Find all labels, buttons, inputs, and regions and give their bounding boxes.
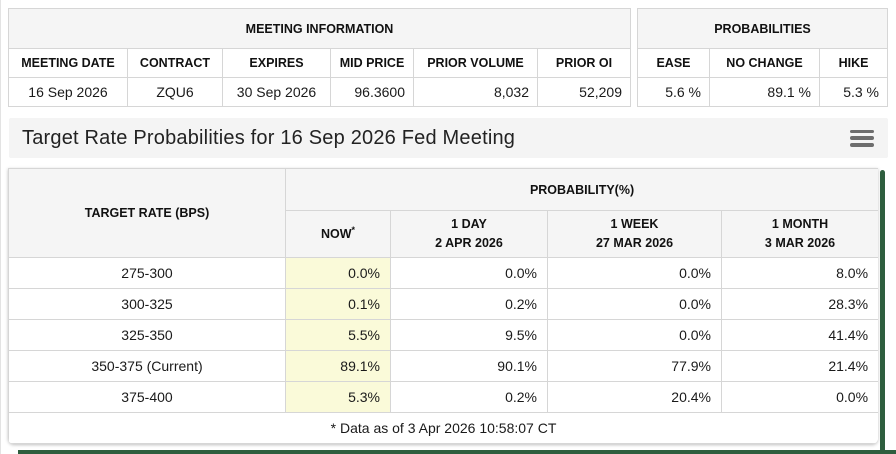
prior-volume-value: 8,032 <box>413 77 538 107</box>
col-header-hike: HIKE <box>819 48 888 78</box>
col-header-contract: CONTRACT <box>127 48 223 78</box>
day-probability: 0.2% <box>390 288 548 320</box>
rate-range: 325-350 <box>8 319 286 351</box>
page-title: Target Rate Probabilities for 16 Sep 202… <box>22 126 516 149</box>
col-header-no-change: NO CHANGE <box>709 48 820 78</box>
prior-oi-value: 52,209 <box>537 77 631 107</box>
table-row: 375-400 5.3% 0.2% 20.4% 0.0% <box>8 381 878 413</box>
hike-value: 5.3 % <box>819 77 888 107</box>
header-1-month: 1 MONTH 3 MAR 2026 <box>720 210 878 258</box>
header-probability-group: PROBABILITY(%) <box>284 168 878 211</box>
col-header-prior-oi: PRIOR OI <box>537 48 631 78</box>
table-row: 275-300 0.0% 0.0% 0.0% 8.0% <box>8 257 878 289</box>
day-probability: 9.5% <box>390 319 548 351</box>
header-target-rate-bps: TARGET RATE (BPS) <box>8 168 286 258</box>
now-probability: 0.1% <box>285 288 391 320</box>
week-probability: 0.0% <box>547 319 722 351</box>
week-probability: 0.0% <box>547 288 722 320</box>
meeting-information-table: MEETING INFORMATION MEETING DATE CONTRAC… <box>8 8 631 107</box>
table-row: 300-325 0.1% 0.2% 0.0% 28.3% <box>8 288 878 320</box>
no-change-value: 89.1 % <box>709 77 820 107</box>
header-now: NOW* <box>285 210 391 258</box>
hamburger-menu-icon[interactable] <box>850 129 874 147</box>
meeting-information-row: 16 Sep 2026 ZQU6 30 Sep 2026 96.3600 8,0… <box>8 77 631 107</box>
target-rate-probability-card: TARGET RATE (BPS) PROBABILITY(%) NOW* 1 … <box>8 168 878 444</box>
week-probability: 77.9% <box>547 350 722 382</box>
contract-value: ZQU6 <box>127 77 223 107</box>
ease-value: 5.6 % <box>637 77 710 107</box>
now-asterisk: * <box>351 225 356 236</box>
header-1-week: 1 WEEK 27 MAR 2026 <box>547 210 722 258</box>
week-probability: 0.0% <box>547 257 722 289</box>
green-accent-right-edge <box>880 170 885 454</box>
now-probability: 0.0% <box>285 257 391 289</box>
probabilities-title: PROBABILITIES <box>637 8 888 49</box>
mid-price-value: 96.3600 <box>330 77 414 107</box>
col-header-prior-volume: PRIOR VOLUME <box>413 48 538 78</box>
viewport-left-edge <box>0 0 1 454</box>
table-row: 325-350 5.5% 9.5% 0.0% 41.4% <box>8 319 878 351</box>
rate-range: 350-375 (Current) <box>8 350 286 382</box>
col-header-expires: EXPIRES <box>222 48 331 78</box>
now-probability: 5.5% <box>285 319 391 351</box>
meeting-date-value: 16 Sep 2026 <box>8 77 128 107</box>
header-1-day: 1 DAY 2 APR 2026 <box>390 210 548 258</box>
probabilities-summary-table: PROBABILITIES EASE NO CHANGE HIKE 5.6 % … <box>637 8 888 107</box>
data-as-of-footnote: * Data as of 3 Apr 2026 10:58:07 CT <box>8 412 878 444</box>
target-rate-probability-table: TARGET RATE (BPS) PROBABILITY(%) NOW* 1 … <box>8 168 878 444</box>
day-probability: 90.1% <box>390 350 548 382</box>
day-probability: 0.2% <box>390 381 548 413</box>
green-accent-bottom-bar <box>18 450 896 454</box>
col-header-ease: EASE <box>637 48 710 78</box>
month-probability: 28.3% <box>720 288 878 320</box>
now-probability: 89.1% <box>285 350 391 382</box>
rate-range: 300-325 <box>8 288 286 320</box>
top-summary-section: MEETING INFORMATION MEETING DATE CONTRAC… <box>8 8 888 107</box>
month-probability: 8.0% <box>720 257 878 289</box>
rate-range: 275-300 <box>8 257 286 289</box>
section-title-bar: Target Rate Probabilities for 16 Sep 202… <box>9 118 888 158</box>
col-header-meeting-date: MEETING DATE <box>8 48 128 78</box>
day-probability: 0.0% <box>390 257 548 289</box>
month-probability: 0.0% <box>720 381 878 413</box>
week-probability: 20.4% <box>547 381 722 413</box>
month-probability: 41.4% <box>720 319 878 351</box>
expires-value: 30 Sep 2026 <box>222 77 331 107</box>
now-probability: 5.3% <box>285 381 391 413</box>
table-row-current: 350-375 (Current) 89.1% 90.1% 77.9% 21.4… <box>8 350 878 382</box>
probabilities-summary-row: 5.6 % 89.1 % 5.3 % <box>637 77 888 107</box>
col-header-mid-price: MID PRICE <box>330 48 414 78</box>
meeting-information-title: MEETING INFORMATION <box>8 8 631 49</box>
rate-range: 375-400 <box>8 381 286 413</box>
month-probability: 21.4% <box>720 350 878 382</box>
